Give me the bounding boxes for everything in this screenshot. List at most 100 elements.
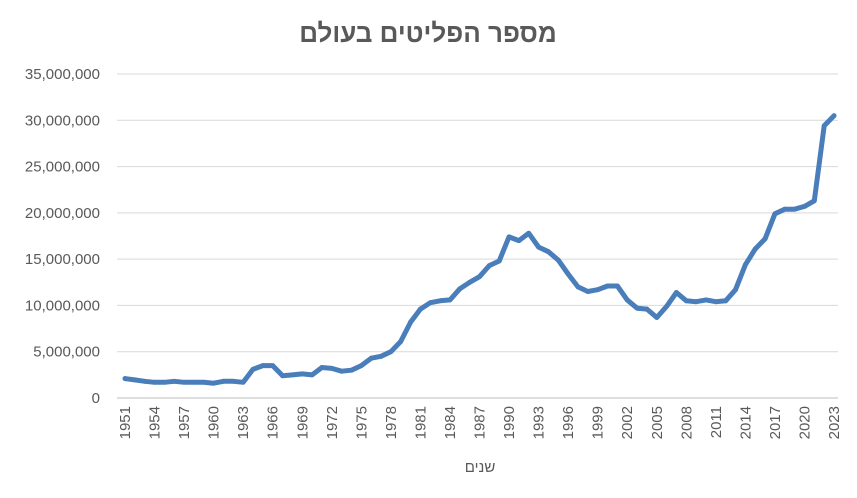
- data-point: [250, 366, 256, 372]
- data-point: [526, 230, 532, 236]
- data-point: [674, 290, 679, 295]
- chart-title: מספר הפליטים בעולם: [299, 18, 556, 48]
- data-point: [555, 257, 561, 263]
- data-point: [703, 297, 709, 303]
- x-tick-label: 1990: [501, 406, 518, 439]
- data-point: [536, 244, 541, 250]
- x-tick-label: 1954: [147, 406, 164, 439]
- data-point: [654, 315, 660, 320]
- data-point: [388, 349, 394, 355]
- data-point: [181, 379, 187, 385]
- x-tick-label: 1999: [590, 406, 607, 439]
- data-point: [477, 274, 482, 280]
- data-point: [644, 306, 650, 312]
- y-axis-ticks: 0 5,000,000 10,000,000 15,000,000 20,000,000…: [25, 66, 100, 407]
- x-tick-label: 1951: [117, 406, 134, 439]
- data-point: [211, 380, 217, 386]
- data-point: [161, 379, 167, 385]
- data-point: [418, 306, 423, 312]
- data-point: [772, 211, 778, 217]
- y-tick-label: 0: [92, 390, 100, 407]
- data-point: [792, 206, 798, 212]
- data-point: [260, 363, 266, 368]
- data-point: [664, 303, 669, 309]
- x-tick-label: 2017: [767, 406, 784, 439]
- x-tick-label: 1981: [412, 406, 429, 439]
- data-point: [624, 297, 630, 303]
- x-tick-label: 1987: [472, 406, 489, 439]
- y-tick-label: 5,000,000: [33, 344, 100, 361]
- data-point: [683, 298, 689, 304]
- data-point: [398, 339, 404, 344]
- x-tick-label: 1984: [442, 406, 459, 439]
- data-point: [811, 198, 817, 204]
- data-point: [614, 283, 620, 289]
- data-point: [339, 368, 345, 374]
- gridlines: [117, 73, 838, 399]
- x-tick-label: 1957: [176, 406, 193, 439]
- data-point: [378, 353, 384, 359]
- data-point: [585, 289, 591, 294]
- y-tick-label: 20,000,000: [25, 205, 100, 222]
- x-tick-label: 1960: [206, 406, 223, 439]
- data-point: [496, 258, 502, 264]
- data-point: [427, 300, 433, 306]
- x-tick-label: 1993: [531, 406, 548, 439]
- data-point: [230, 378, 236, 384]
- series-layer: [122, 113, 837, 386]
- x-tick-label: 2011: [708, 406, 725, 438]
- y-tick-label: 25,000,000: [25, 159, 100, 176]
- data-point: [221, 378, 226, 384]
- data-point: [319, 365, 325, 370]
- data-point: [240, 379, 246, 385]
- y-tick-label: 35,000,000: [25, 66, 100, 83]
- data-point: [605, 283, 610, 289]
- data-point: [408, 319, 413, 325]
- data-point: [358, 363, 364, 368]
- data-point: [270, 363, 276, 368]
- data-point: [516, 238, 522, 244]
- x-tick-label: 2020: [796, 406, 813, 439]
- x-tick-label: 1972: [324, 406, 341, 439]
- x-axis-title: שנים: [465, 459, 496, 476]
- data-point: [368, 355, 374, 361]
- x-tick-label: 1963: [235, 406, 252, 439]
- series-line-0: [122, 113, 837, 386]
- data-point: [546, 249, 551, 255]
- data-point: [437, 298, 443, 304]
- x-tick-label: 1966: [265, 406, 282, 439]
- data-point: [595, 287, 601, 293]
- data-point: [565, 271, 571, 277]
- y-tick-label: 10,000,000: [25, 297, 100, 314]
- data-point: [290, 372, 295, 378]
- data-point: [171, 378, 177, 384]
- data-point: [122, 376, 128, 381]
- data-point: [723, 298, 729, 304]
- x-tick-label: 1996: [560, 406, 577, 439]
- data-point: [752, 246, 758, 252]
- data-point: [486, 263, 492, 269]
- data-point: [713, 299, 719, 305]
- data-point: [575, 284, 581, 290]
- data-point: [742, 262, 748, 268]
- data-point: [349, 367, 354, 373]
- data-point: [693, 299, 699, 305]
- data-point: [152, 379, 157, 385]
- data-point: [329, 365, 335, 371]
- data-point: [467, 279, 473, 285]
- data-point: [280, 373, 285, 379]
- data-point: [142, 378, 148, 384]
- data-point: [802, 203, 807, 209]
- data-point: [457, 286, 463, 292]
- data-point: [132, 377, 138, 383]
- data-point: [506, 234, 512, 240]
- x-tick-label: 1978: [383, 406, 400, 439]
- y-tick-label: 30,000,000: [25, 112, 100, 129]
- x-axis-ticks: 1951 1954 1957 1960 1963 1966 1969 1972 1975 1978…: [117, 406, 843, 439]
- data-point: [821, 123, 827, 129]
- data-point: [201, 379, 207, 385]
- x-tick-label: 2005: [649, 406, 666, 439]
- data-point: [733, 287, 738, 293]
